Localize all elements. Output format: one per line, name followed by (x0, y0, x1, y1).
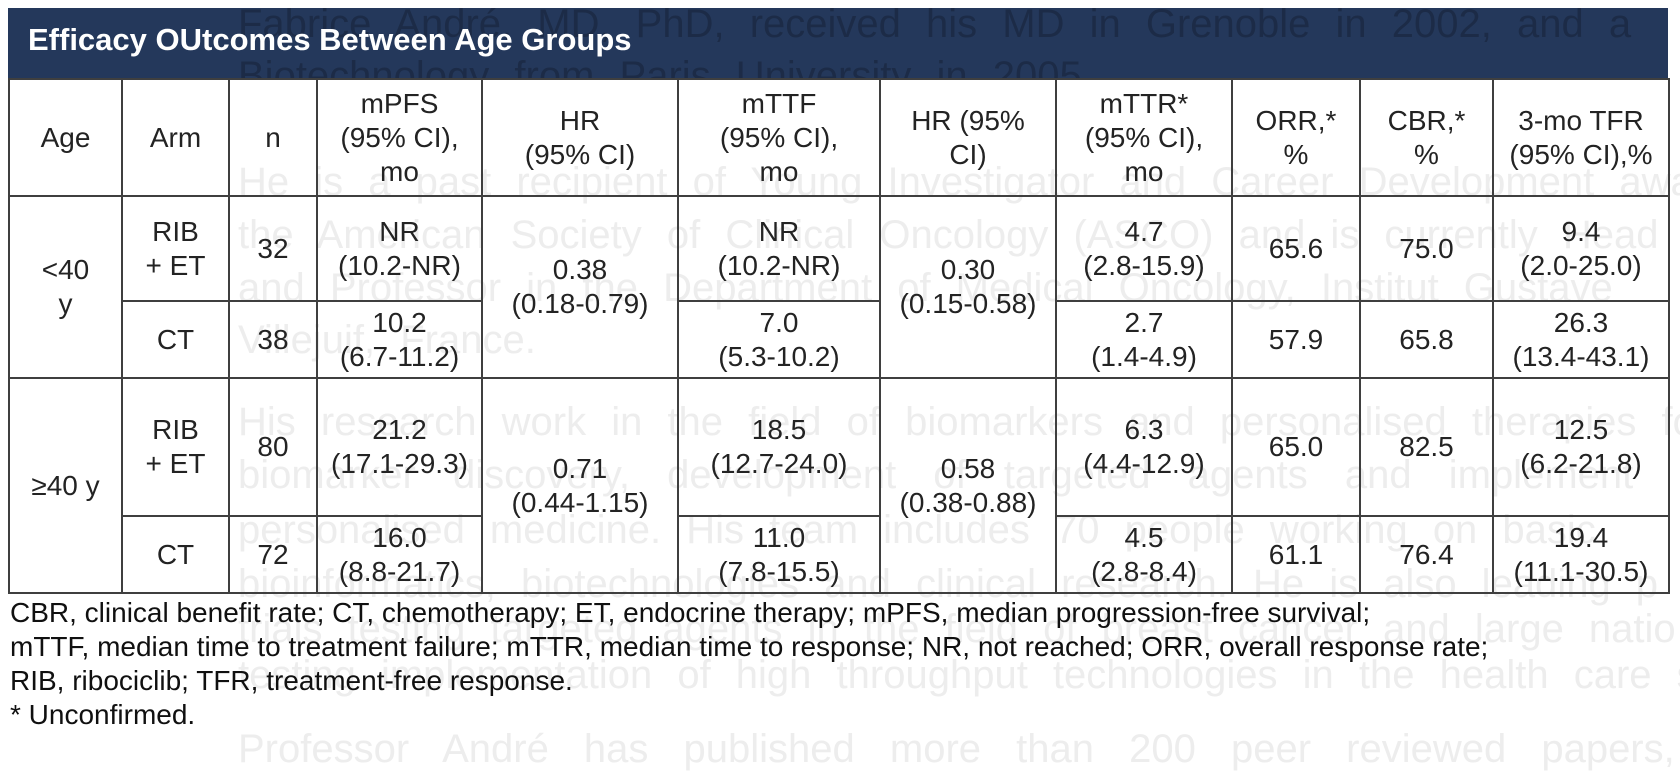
col-header-arm: Arm (121, 78, 230, 197)
col-header-age: Age (8, 78, 123, 197)
col-header-hr-mpfs: HR (95% CI) (481, 78, 679, 197)
footnote-abbreviations-1: CBR, clinical benefit rate; CT, chemothe… (10, 597, 1371, 628)
ghost-line: Professor André has published more than … (238, 727, 1675, 771)
cell-mttr: 2.7 (1.4-4.9) (1055, 300, 1233, 379)
col-header-mttr: mTTR* (95% CI), mo (1055, 78, 1233, 197)
cell-orr: 65.6 (1231, 195, 1361, 302)
footnote-unconfirmed: * Unconfirmed. (10, 699, 196, 730)
cell-orr: 65.0 (1231, 377, 1361, 517)
cell-mpfs: 16.0 (8.8-21.7) (316, 515, 483, 594)
cell-arm: RIB + ET (121, 195, 230, 302)
col-header-mpfs: mPFS (95% CI), mo (316, 78, 483, 197)
footnote-abbreviations-3: RIB, ribociclib; TFR, treatment-free res… (10, 665, 573, 696)
age-group-label: <40 y (8, 195, 123, 379)
table-row: CT 72 16.0 (8.8-21.7) 11.0 (7.8-15.5) 4.… (9, 515, 1670, 594)
cell-mttf: NR (10.2-NR) (677, 195, 881, 302)
cell-arm: CT (121, 300, 230, 379)
footnotes: CBR, clinical benefit rate; CT, chemothe… (10, 596, 1488, 732)
table-row: ≥40 y RIB + ET 80 21.2 (17.1-29.3) 0.71 … (8, 377, 1670, 594)
ghost-line: Biotechnology from Paris University in 2… (238, 54, 1093, 78)
cell-orr: 57.9 (1231, 300, 1361, 379)
cell-hr-mpfs: 0.38 (0.18-0.79) (481, 195, 679, 379)
col-header-cbr: CBR,* % (1359, 78, 1494, 197)
cell-arm: CT (121, 515, 230, 594)
cell-hr-mttf: 0.30 (0.15-0.58) (879, 195, 1057, 379)
cell-cbr: 82.5 (1359, 377, 1494, 517)
cell-mttr: 6.3 (4.4-12.9) (1055, 377, 1233, 517)
footnote-abbreviations-2: mTTF, median time to treatment failure; … (10, 631, 1489, 662)
col-header-mttf: mTTF (95% CI), mo (677, 78, 881, 197)
cell-mttf: 11.0 (7.8-15.5) (677, 515, 881, 594)
cell-n: 32 (228, 195, 318, 302)
cell-tfr: 19.4 (11.1-30.5) (1492, 515, 1670, 594)
cell-n: 38 (228, 300, 318, 379)
slide-title: Efficacy OUtcomes Between Age Groups (28, 22, 632, 57)
ghost-line: trials testing targeted agents in the fi… (238, 607, 1676, 651)
age-group-label: ≥40 y (8, 377, 123, 594)
ghost-line: Fabrice André, MD, PhD, received his MD … (238, 8, 1632, 46)
col-header-hr-mttf: HR (95% CI) (879, 78, 1057, 197)
ghost-line: testing implementation of high throughpu… (238, 653, 1680, 697)
cell-mpfs: NR (10.2-NR) (316, 195, 483, 302)
cell-n: 72 (228, 515, 318, 594)
table-row: CT 38 10.2 (6.7-11.2) 7.0 (5.3-10.2) 2.7… (9, 300, 1670, 379)
cell-mttf: 7.0 (5.3-10.2) (677, 300, 881, 379)
efficacy-outcomes-table: Age Arm n mPFS (95% CI), mo HR (95% CI) … (8, 78, 1670, 594)
cell-n: 80 (228, 377, 318, 517)
cell-hr-mttf: 0.58 (0.38-0.88) (879, 377, 1057, 594)
cell-cbr: 65.8 (1359, 300, 1494, 379)
col-header-orr: ORR,* % (1231, 78, 1361, 197)
cell-arm: RIB + ET (121, 377, 230, 517)
cell-tfr: 9.4 (2.0-25.0) (1492, 195, 1670, 302)
cell-orr: 61.1 (1231, 515, 1361, 594)
cell-cbr: 76.4 (1359, 515, 1494, 594)
title-bar: Fabrice André, MD, PhD, received his MD … (8, 8, 1668, 78)
cell-tfr: 26.3 (13.4-43.1) (1492, 300, 1670, 379)
cell-mttr: 4.5 (2.8-8.4) (1055, 515, 1233, 594)
table-header-row: Age Arm n mPFS (95% CI), mo HR (95% CI) … (8, 78, 1670, 197)
cell-mttf: 18.5 (12.7-24.0) (677, 377, 881, 517)
cell-hr-mpfs: 0.71 (0.44-1.15) (481, 377, 679, 594)
cell-cbr: 75.0 (1359, 195, 1494, 302)
col-header-tfr: 3-mo TFR (95% CI),% (1492, 78, 1670, 197)
cell-mpfs: 10.2 (6.7-11.2) (316, 300, 483, 379)
col-header-n: n (228, 78, 318, 197)
cell-mpfs: 21.2 (17.1-29.3) (316, 377, 483, 517)
cell-tfr: 12.5 (6.2-21.8) (1492, 377, 1670, 517)
cell-mttr: 4.7 (2.8-15.9) (1055, 195, 1233, 302)
table-row: <40 y RIB + ET 32 NR (10.2-NR) 0.38 (0.1… (8, 195, 1670, 379)
